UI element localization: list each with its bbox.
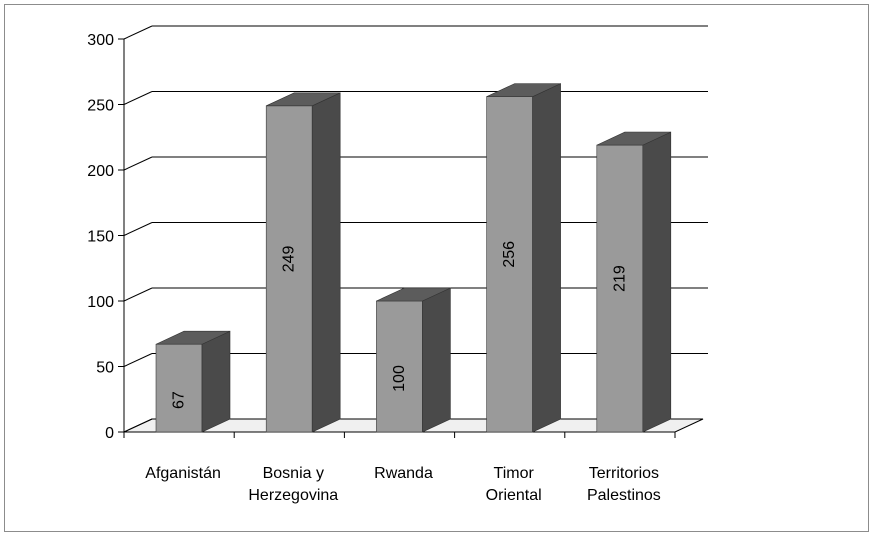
chart-svg: 0 50 100 150 200 250 300 67 Afganistán 249 Bosnia … [87, 25, 708, 504]
bar-front [265, 105, 313, 433]
bar-side [422, 287, 451, 433]
gridline-diagonal [123, 25, 153, 40]
bar-top [596, 131, 671, 146]
category-label: Timor Oriental [486, 465, 542, 504]
y-tick-label: 100 [87, 294, 114, 311]
bar [596, 131, 672, 433]
gridline-diagonal [123, 287, 153, 302]
y-tick-label: 50 [96, 360, 114, 377]
chart-frame: 0 50 100 150 200 250 300 67 Afganistán 249 Bosnia … [4, 4, 869, 532]
data-label: 100 [391, 365, 408, 392]
y-tick-label: 200 [87, 163, 114, 180]
bar-side [532, 83, 561, 433]
bar-front [155, 343, 203, 433]
category-label-line: Herzegovina [248, 487, 338, 504]
category-label-line: Rwanda [374, 465, 433, 482]
category-label-line: Afganistán [145, 465, 221, 482]
data-label: 256 [501, 241, 518, 268]
gridline-diagonal [123, 156, 153, 171]
category-label-line: Palestinos [587, 487, 661, 504]
data-label: 67 [171, 391, 188, 409]
category-label: Bosnia y Herzegovina [248, 465, 338, 504]
bar-side [642, 131, 672, 433]
data-label: 219 [611, 265, 628, 292]
category-label: Rwanda [374, 465, 433, 482]
bar-side [311, 92, 341, 433]
category-label: Territorios Palestinos [587, 465, 661, 504]
bar-side [201, 330, 231, 433]
y-tick-label: 150 [87, 229, 114, 246]
bar-front [596, 144, 644, 433]
gridline-diagonal [123, 353, 153, 367]
bar-top [376, 287, 451, 302]
labels-layer: 0 50 100 150 200 250 300 67 Afganistán 249 Bosnia … [87, 32, 661, 504]
gridline-diagonal [123, 418, 153, 433]
y-tick-label: 300 [87, 32, 114, 49]
category-label-line: Bosnia y [263, 465, 324, 482]
category-label: Afganistán [145, 465, 221, 482]
bar [265, 92, 341, 433]
bar [155, 330, 231, 433]
bar-front [376, 300, 423, 433]
bar [486, 83, 561, 433]
category-label-line: Territorios [589, 465, 659, 482]
data-label: 249 [281, 245, 298, 272]
bar-front [486, 96, 533, 433]
y-tick-label: 0 [105, 425, 114, 442]
category-label-line: Timor [494, 465, 535, 482]
bar [376, 287, 451, 433]
gridline-diagonal [123, 222, 153, 236]
bar-top [155, 330, 231, 345]
gridline-diagonal [123, 91, 153, 105]
category-label-line: Oriental [486, 487, 542, 504]
bar-top [266, 92, 341, 107]
y-tick-label: 250 [87, 98, 114, 115]
bar-top [486, 83, 561, 97]
bars-layer [155, 83, 672, 433]
